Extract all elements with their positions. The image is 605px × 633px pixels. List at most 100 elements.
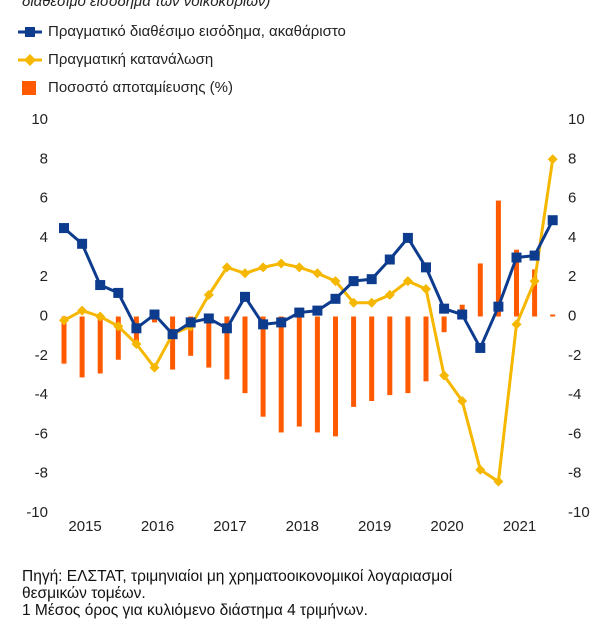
marker [384,254,395,265]
marker [276,258,287,269]
bar [97,316,103,374]
marker [330,276,341,287]
bar [351,316,357,407]
bar [224,316,230,380]
marker [258,319,269,330]
bar [242,316,248,394]
bar [477,263,483,317]
marker [149,362,160,373]
bar [206,316,212,368]
marker [475,464,486,475]
bar [550,314,556,317]
marker [511,319,522,330]
y-tick-label: 2 [40,268,48,285]
bar [405,316,411,394]
bar [532,269,538,317]
bar [278,316,284,433]
marker [113,287,124,298]
legend-marker [24,54,36,66]
marker [439,370,450,381]
bar [314,316,320,433]
bar [170,316,176,370]
line [63,219,555,350]
marker [475,342,486,353]
bar [387,316,393,396]
y2-tick-label: -8 [568,465,581,482]
marker [493,301,504,312]
marker [149,309,160,320]
marker [240,291,250,302]
marker [312,268,323,279]
y2-tick-label: -2 [568,347,581,364]
bar [79,316,85,378]
marker [384,289,395,300]
marker [294,262,305,273]
marker [348,276,359,287]
y-tick-label: 4 [40,229,48,246]
marker [77,305,88,316]
bar [495,200,501,317]
bar [441,316,447,333]
marker [529,276,540,287]
x-tick-label: 2020 [430,518,463,535]
y-tick-label: 0 [40,307,48,324]
marker [131,323,142,334]
chart: διαθέσιμο εισόδημα των νοικοκυριών) -10 -… [18,0,590,535]
marker [276,317,287,328]
marker [258,262,269,273]
y2-tick-label: -6 [568,425,581,442]
y2-tick-label: 0 [568,307,576,324]
marker [402,232,413,243]
marker [366,297,377,308]
marker [529,250,540,261]
bar [514,249,519,317]
legend-label: Πραγματική κατανάλωση [48,51,213,68]
marker [131,339,142,350]
x-tick-label: 2018 [286,518,319,535]
x-tick-label: 2019 [358,518,391,535]
marker [203,289,214,300]
y2-tick-label: 10 [568,111,585,128]
y2-tick-label: -4 [568,386,581,403]
marker [95,280,106,291]
marker [366,274,377,285]
marker [402,276,413,287]
marker [221,323,232,334]
legend-marker [25,27,35,37]
marker [493,476,504,487]
marker [185,317,196,328]
y-tick-label: -2 [35,347,48,364]
marker [348,297,359,308]
y-tick-label: -4 [35,386,48,403]
bar [423,316,429,382]
bar [296,316,302,427]
x-tick-label: 2017 [213,518,246,535]
y-tick-label: -6 [35,425,48,442]
marker [511,252,522,263]
y2-tick-label: 8 [568,150,576,167]
bar [260,316,266,417]
legend-label: Πραγματικό διαθέσιμο εισόδημα, ακαθάριστ… [48,23,346,40]
bar [188,316,194,356]
marker [59,223,69,234]
marker [95,311,106,322]
marker [203,313,214,324]
y-tick-label: -10 [26,504,48,521]
legend-label: Ποσοστό αποταμίευσης (%) [48,79,233,96]
marker [547,215,558,226]
marker [457,395,468,406]
marker [421,283,431,294]
bar [61,316,67,364]
legend-swatch [22,81,36,95]
marker [167,329,178,340]
bar [369,316,375,401]
marker [439,303,450,314]
marker [59,315,69,326]
x-tick-label: 2015 [68,518,101,535]
y2-tick-label: -10 [568,504,590,521]
y-tick-label: 8 [40,150,48,167]
chart-subtitle: διαθέσιμο εισόδημα των νοικοκυριών) [22,0,270,10]
y-tick-label: 10 [31,111,48,128]
marker [113,321,124,332]
